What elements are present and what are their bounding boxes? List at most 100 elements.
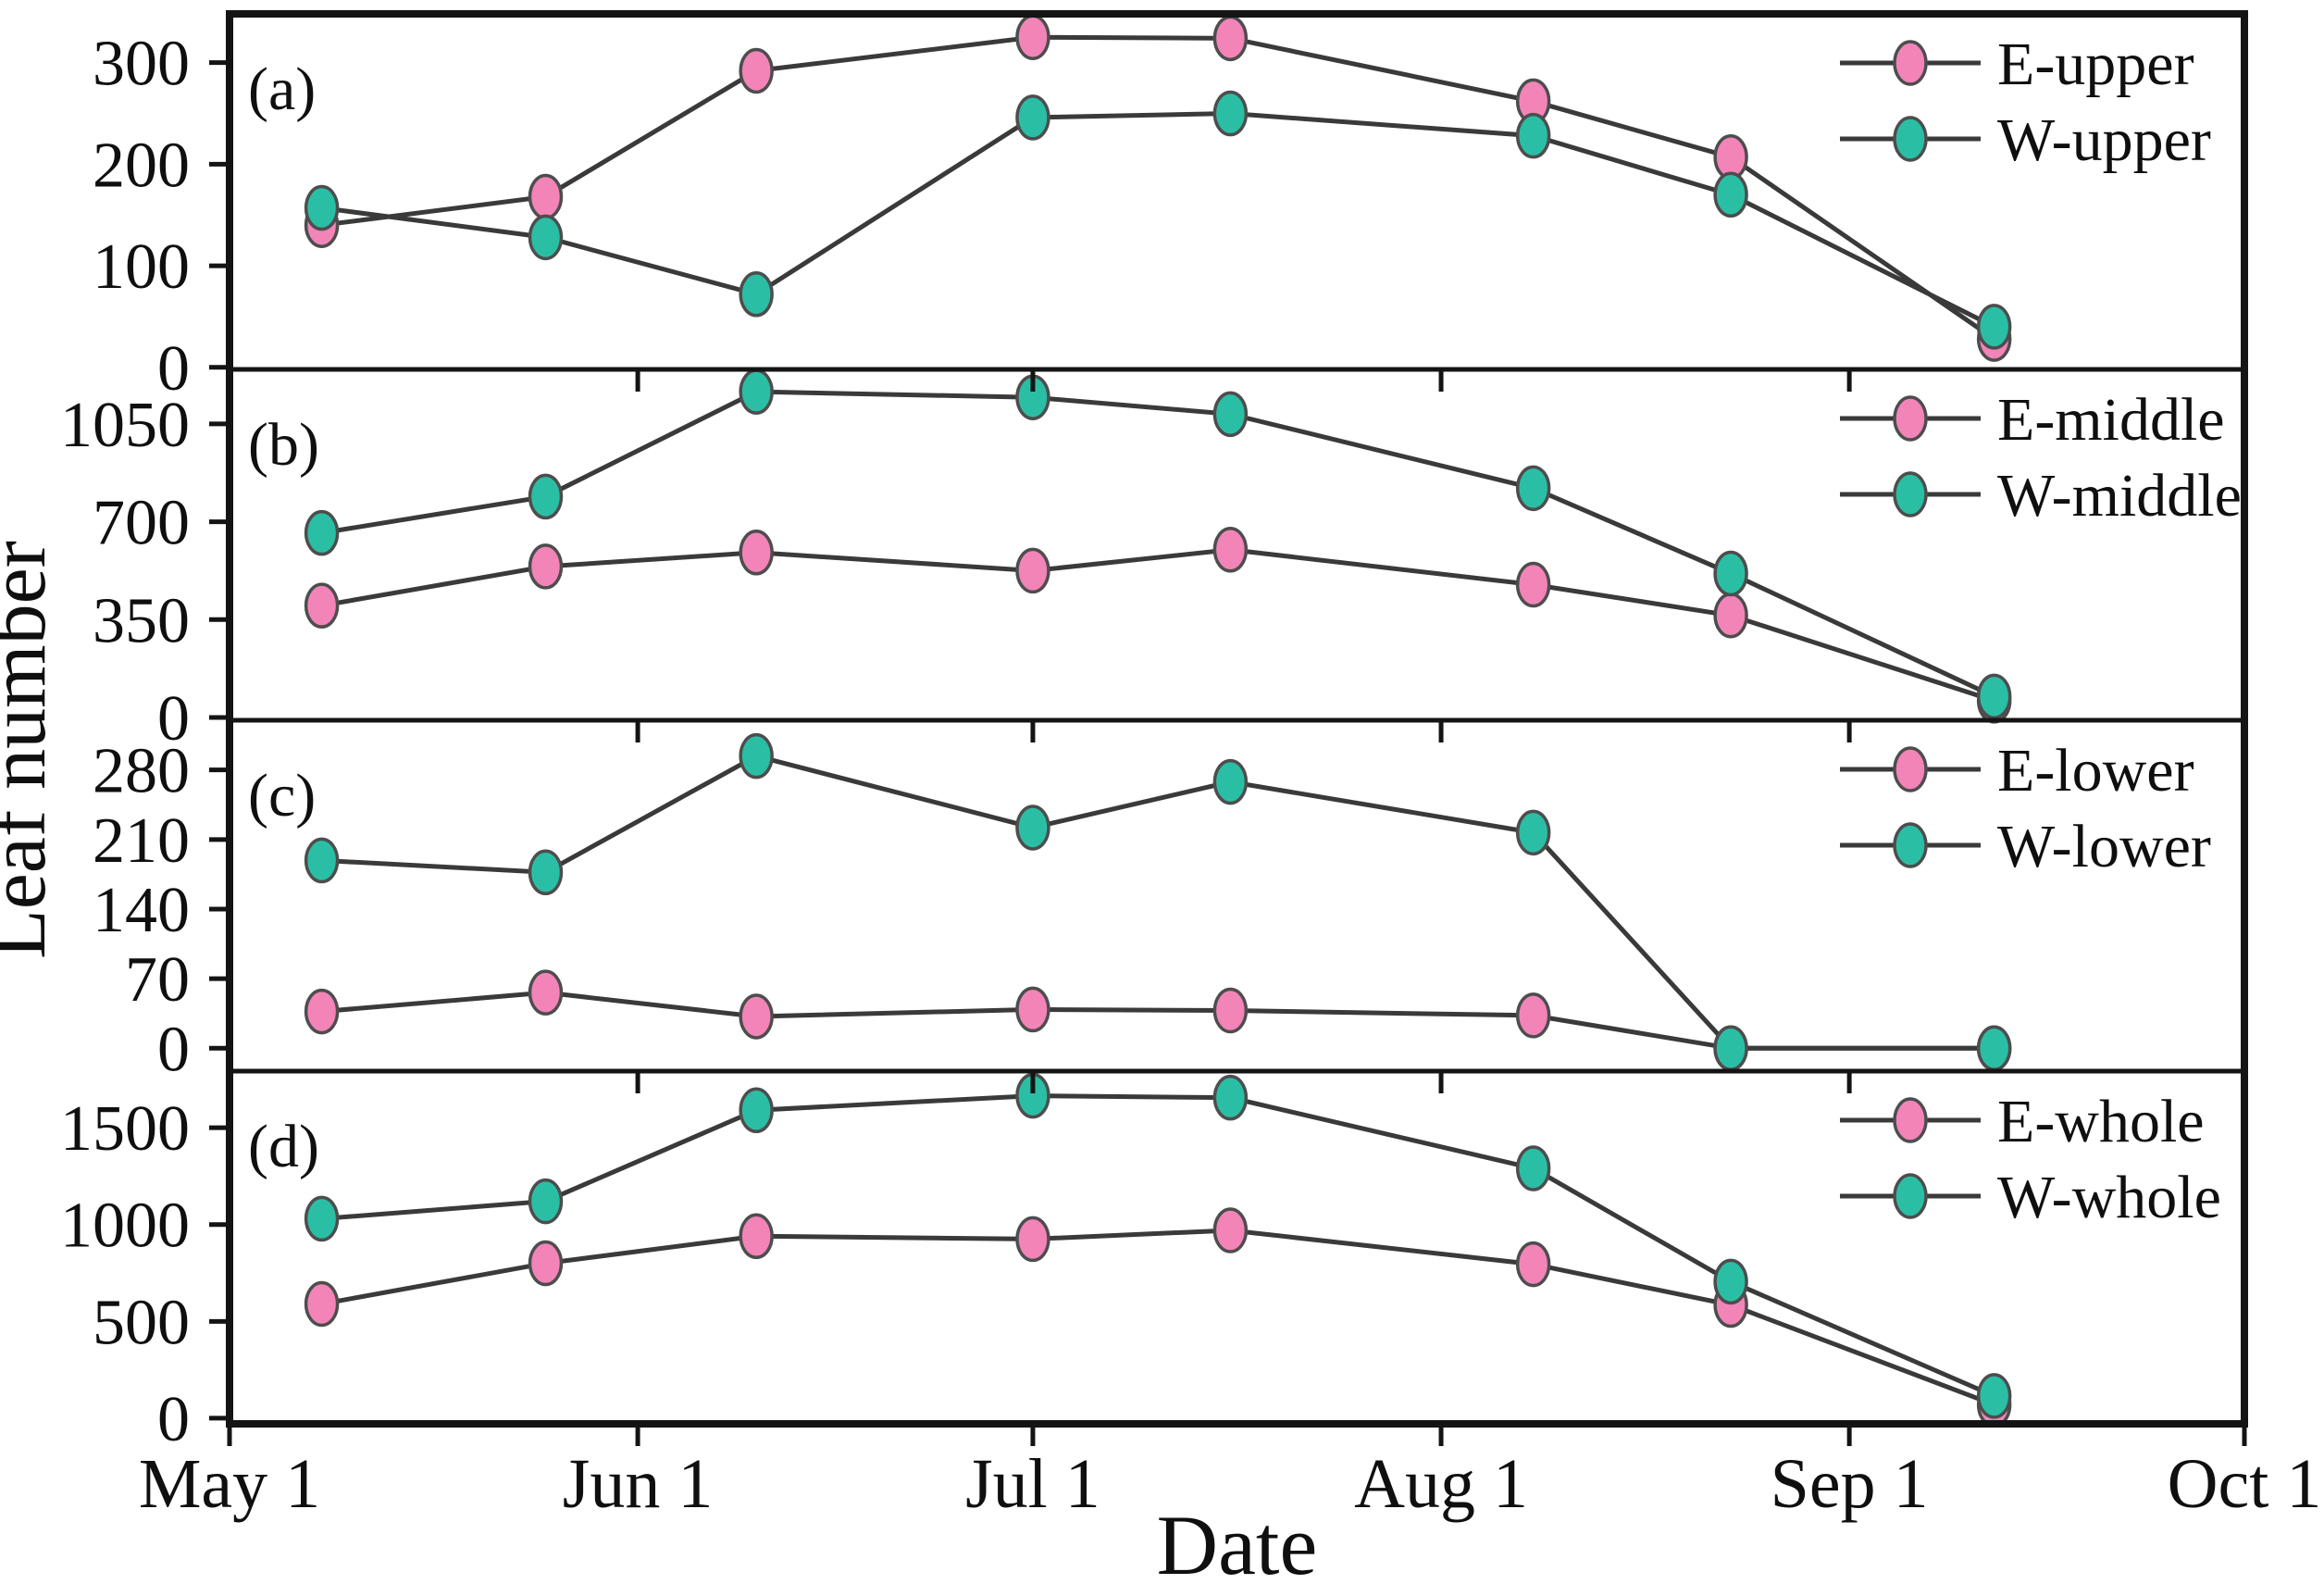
series-line: [321, 111, 1995, 330]
y-tick-label: 300: [93, 29, 190, 100]
series-line: [321, 34, 1996, 342]
data-point: [1515, 465, 1551, 512]
data-point: [739, 530, 774, 576]
data-point: [1212, 1207, 1249, 1253]
x-axis-title: Date: [1157, 1498, 1318, 1584]
legend-marker: [1893, 746, 1928, 792]
data-point: [528, 173, 564, 220]
y-tick-label: 280: [93, 736, 190, 807]
legend-label: W-lower: [1997, 813, 2211, 880]
data-point: [739, 993, 774, 1040]
legend-W-whole: W-whole: [1840, 1164, 2221, 1231]
data-point: [1976, 1373, 2012, 1419]
data-point: [739, 271, 774, 318]
x-tick-label: Jun 1: [563, 1445, 714, 1523]
legend-W-lower: W-lower: [1840, 813, 2211, 880]
y-tick-label: 0: [157, 1384, 190, 1455]
data-point: [1015, 547, 1050, 594]
panel-tag: (a): [248, 56, 316, 123]
data-point: [528, 1240, 564, 1287]
series-line: [321, 1093, 1995, 1399]
legend-label: E-middle: [1997, 386, 2225, 454]
legend-label: E-lower: [1997, 737, 2194, 804]
y-tick-label: 210: [93, 805, 190, 877]
legend-W-upper: W-upper: [1840, 106, 2211, 174]
data-point: [528, 1178, 564, 1225]
y-tick-label: 700: [93, 488, 190, 559]
data-point: [1515, 112, 1551, 159]
data-point: [739, 732, 774, 780]
y-axis-title: Leaf number: [0, 541, 63, 959]
data-point: [1713, 592, 1748, 639]
data-point: [1713, 1025, 1748, 1072]
data-point: [1212, 391, 1249, 438]
x-tick-label: Jul 1: [965, 1445, 1100, 1523]
data-point: [1015, 14, 1050, 60]
series-line: [321, 389, 1995, 699]
legend-label: W-middle: [1997, 462, 2242, 530]
data-point: [1976, 304, 2012, 350]
data-point: [528, 214, 564, 261]
data-point: [304, 1280, 340, 1328]
panel-tag: (d): [248, 1113, 319, 1180]
series-W-middle: [304, 368, 2012, 720]
data-point: [304, 184, 340, 231]
legend-marker: [1893, 40, 1928, 86]
data-point: [1976, 1025, 2012, 1072]
data-point: [304, 582, 340, 629]
data-point: [528, 543, 564, 590]
y-tick-label: 1050: [60, 390, 190, 461]
panel-a: 0 100 200 300 (a) E-upper W-upper: [93, 14, 2211, 405]
y-tick-label: 0: [157, 683, 190, 755]
series-line: [321, 1228, 1995, 1407]
series-W-upper: [304, 90, 2012, 350]
y-tick-label: 200: [93, 130, 190, 201]
data-point: [1212, 1074, 1249, 1121]
data-point: [739, 1213, 774, 1260]
legend-label: W-upper: [1997, 106, 2211, 174]
y-tick-label: 500: [93, 1287, 190, 1358]
data-point: [1515, 561, 1551, 608]
series-line: [321, 990, 1995, 1051]
x-tick-label: Aug 1: [1354, 1445, 1528, 1523]
data-point: [304, 837, 340, 884]
panel-tag: (c): [248, 762, 316, 829]
data-point: [1015, 94, 1050, 141]
legend-E-lower: E-lower: [1840, 737, 2194, 804]
data-point: [1713, 550, 1748, 597]
legend-W-middle: W-middle: [1840, 462, 2242, 530]
y-tick-label: 0: [157, 333, 190, 405]
legend-label: W-whole: [1997, 1164, 2221, 1231]
y-tick-label: 140: [93, 875, 190, 946]
panel-d: 0 500 1000 1500 (d) E-whole W-whole: [60, 1072, 2221, 1455]
y-tick-label: 350: [93, 585, 190, 656]
series-W-lower: [304, 732, 2012, 1072]
data-point: [304, 988, 340, 1035]
data-point: [528, 473, 564, 520]
data-point: [1515, 1145, 1551, 1191]
y-tick-label: 0: [157, 1014, 190, 1085]
panel-b: 0 350 700 1050 (b) E-middle W-middle: [60, 368, 2242, 755]
y-tick-label: 70: [125, 944, 190, 1016]
series-line: [321, 547, 1995, 704]
data-point: [1212, 527, 1249, 573]
data-point: [1212, 90, 1249, 137]
legend-E-upper: E-upper: [1840, 31, 2194, 98]
data-point: [739, 1087, 774, 1134]
legend-E-whole: E-whole: [1840, 1088, 2205, 1155]
y-tick-label: 100: [93, 231, 190, 303]
y-tick-label: 1500: [60, 1093, 190, 1165]
data-point: [739, 47, 774, 94]
legend-marker: [1893, 471, 1928, 518]
data-point: [1515, 809, 1551, 856]
legend-marker: [1893, 116, 1928, 162]
x-tick-label: Sep 1: [1771, 1445, 1929, 1523]
legend-marker: [1893, 1097, 1928, 1143]
legend-label: E-whole: [1997, 1088, 2205, 1155]
series-W-whole: [304, 1072, 2012, 1419]
x-tick-label: May 1: [139, 1445, 320, 1523]
